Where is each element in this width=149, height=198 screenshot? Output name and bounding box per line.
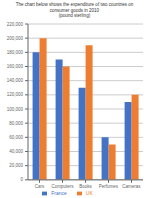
html-text:(pound sterling): (pound sterling) [58, 13, 91, 18]
svg-text:140,000: 140,000 [8, 78, 23, 83]
svg-text:Computers: Computers [51, 184, 74, 189]
svg-text:100,000: 100,000 [8, 107, 23, 112]
svg-text:160,000: 160,000 [8, 64, 23, 69]
svg-text:0: 0 [20, 177, 23, 182]
svg-text:60,000: 60,000 [9, 135, 23, 140]
svg-text:Books: Books [79, 184, 92, 189]
svg-text:120,000: 120,000 [8, 92, 23, 97]
html-text:consumer goods in 2010: consumer goods in 2010 [49, 7, 100, 13]
svg-text:Cars: Cars [35, 184, 45, 189]
svg-text:200,000: 200,000 [8, 36, 23, 41]
svg-text:220,000: 220,000 [8, 22, 23, 27]
html-text:The chart below shows the expe: The chart below shows the expenditure of… [15, 2, 134, 7]
svg-text:Perfumes: Perfumes [99, 184, 119, 189]
svg-text:Cameras: Cameras [122, 184, 141, 189]
html-text:France: France [51, 189, 67, 196]
svg-text:20,000: 20,000 [9, 163, 23, 168]
svg-text:180,000: 180,000 [8, 50, 23, 55]
svg-text:40,000: 40,000 [9, 149, 23, 154]
svg-text:80,000: 80,000 [9, 121, 23, 126]
html-text:UK: UK [85, 189, 93, 196]
